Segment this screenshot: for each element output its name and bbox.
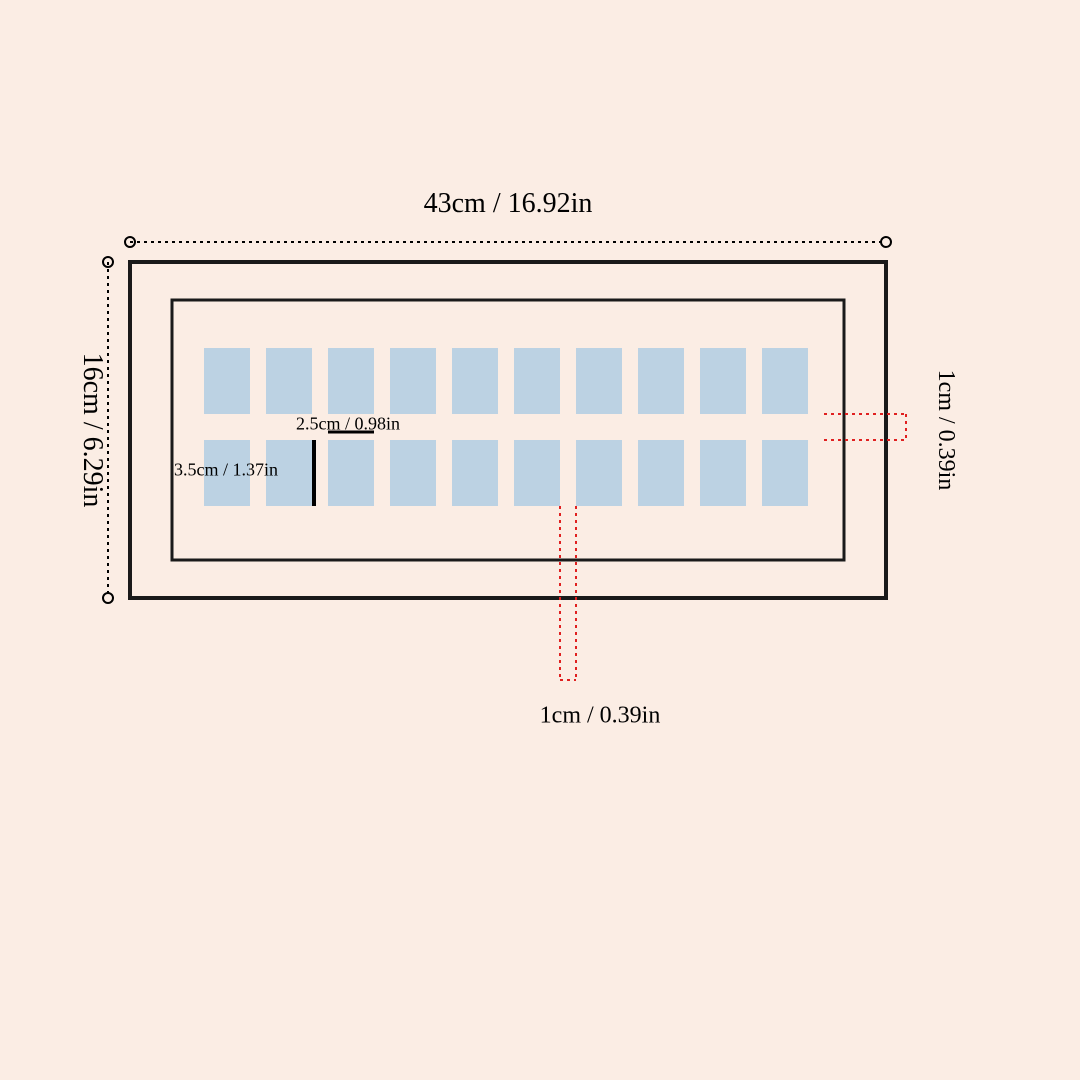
photo-cell [514, 440, 560, 506]
photo-cell [452, 440, 498, 506]
photo-cell [452, 348, 498, 414]
dimension-diagram [0, 0, 1080, 1080]
dim-height-label: 16cm / 6.29in [76, 353, 108, 508]
photo-cell [328, 440, 374, 506]
photo-cell [700, 440, 746, 506]
photo-cell [638, 348, 684, 414]
photo-cell [204, 348, 250, 414]
photo-cell [700, 348, 746, 414]
dim-width-label: 43cm / 16.92in [424, 188, 593, 220]
photo-cell [514, 348, 560, 414]
photo-cell [576, 440, 622, 506]
photo-cell [762, 348, 808, 414]
canvas-bg [0, 0, 1080, 1080]
photo-cell [638, 440, 684, 506]
photo-cell [328, 348, 374, 414]
dim-cell-height-label: 3.5cm / 1.37in [174, 460, 278, 481]
photo-cell [266, 348, 312, 414]
dim-row-gap-label: 1cm / 0.39in [932, 370, 959, 491]
dim-col-gap-label: 1cm / 0.39in [540, 703, 661, 730]
photo-cell [576, 348, 622, 414]
photo-cell [390, 440, 436, 506]
photo-cell [390, 348, 436, 414]
photo-cell [762, 440, 808, 506]
dim-cell-width-label: 2.5cm / 0.98in [296, 414, 400, 435]
